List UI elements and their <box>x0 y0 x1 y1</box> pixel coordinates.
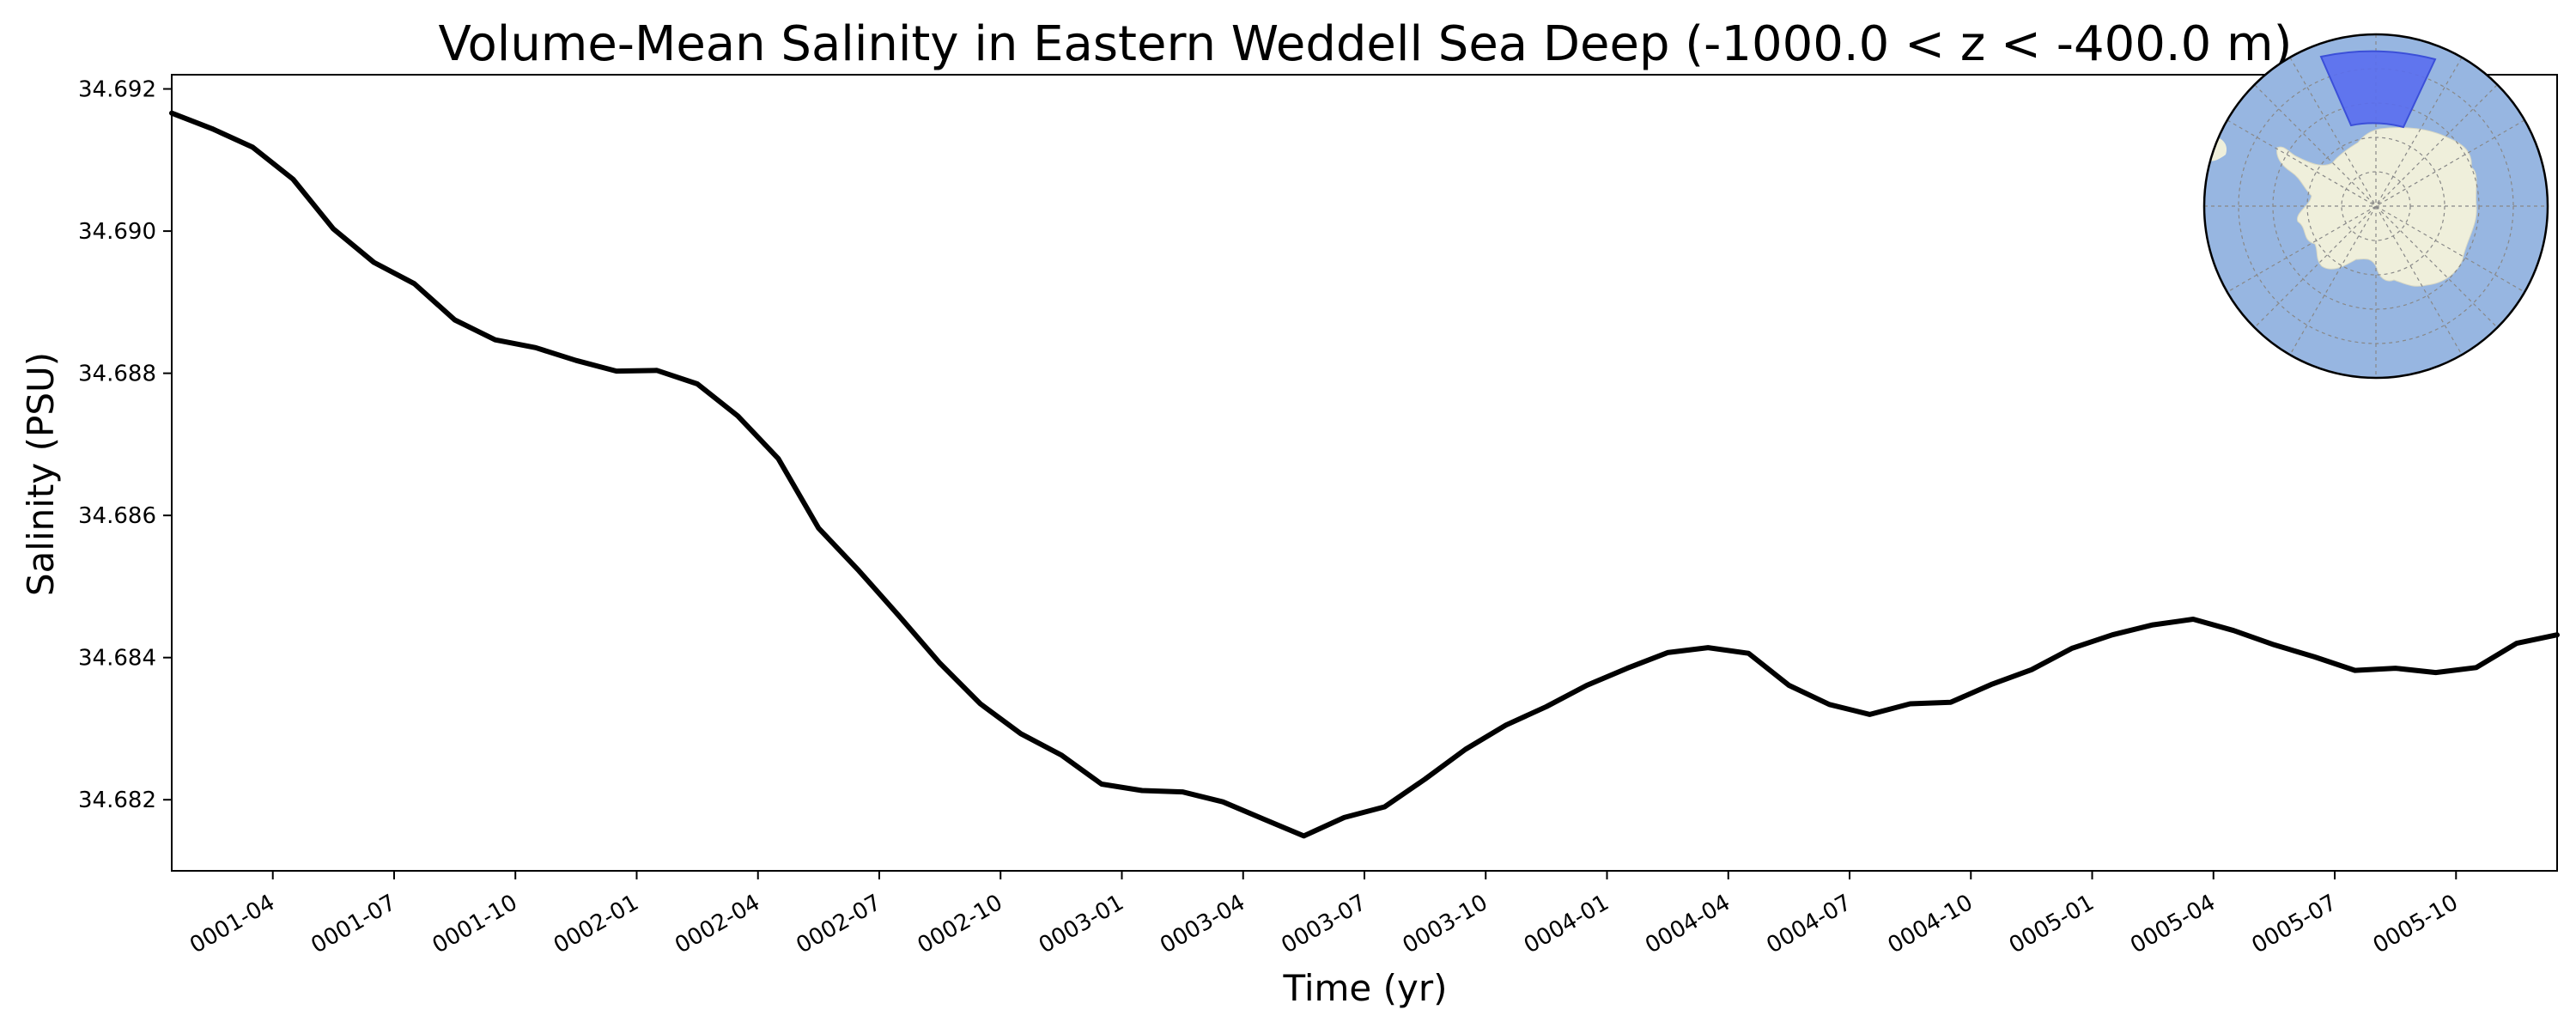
y-tick-label: 34.690 <box>78 219 156 245</box>
y-tick-label: 34.682 <box>78 788 156 813</box>
x-axis-label: Time (yr) <box>1282 967 1447 1009</box>
eastern-weddell-region <box>2319 50 2437 129</box>
y-tick-label: 34.688 <box>78 362 156 387</box>
y-tick-label: 34.684 <box>78 646 156 672</box>
y-tick-label: 34.686 <box>78 503 156 529</box>
map-border <box>2202 33 2549 380</box>
y-tick-label: 34.692 <box>78 77 156 103</box>
salinity-line <box>169 110 2560 839</box>
chart-title: Volume-Mean Salinity in Eastern Weddell … <box>439 16 2293 72</box>
antarctica-inset-map <box>2202 33 2549 380</box>
y-axis-ticks: 34.682 34.684 34.686 34.688 34.690 34.692 <box>78 77 172 813</box>
y-axis-label: Salinity (PSU) <box>20 352 62 596</box>
